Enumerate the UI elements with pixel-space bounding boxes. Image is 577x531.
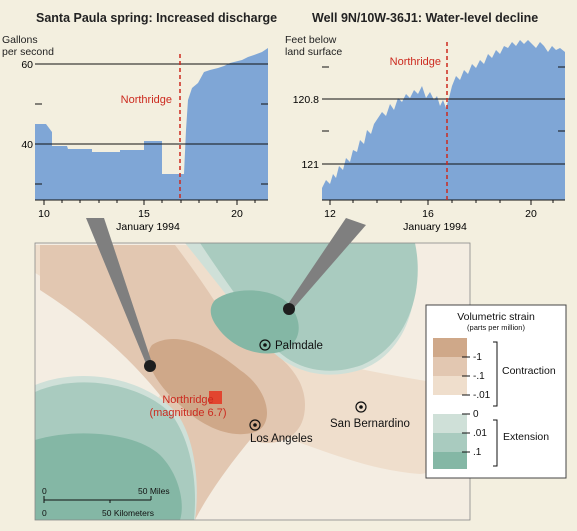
legend-swatch-contraction-2 (433, 357, 467, 376)
right-chart-area (322, 40, 565, 200)
city-marker-icon (249, 419, 261, 431)
callout-wedge-left (86, 218, 153, 366)
scale-km-zero: 0 (42, 508, 47, 518)
legend-swatch-contraction-3 (433, 376, 467, 395)
extension-zone-core-north (210, 290, 299, 354)
legend-contraction-label: Contraction (502, 365, 556, 377)
left-chart-area (35, 48, 268, 200)
legend-value-minus-1: -1 (473, 352, 482, 363)
santa-paula-station-dot (144, 360, 156, 372)
right-chart-y-unit-line2: land surface (285, 46, 342, 58)
legend-value-zero: 0 (473, 409, 479, 420)
scale-km-label: 50 Kilometers (102, 508, 154, 518)
extension-zone-mid-north (200, 243, 418, 371)
right-x-tick-16: 16 (422, 208, 434, 220)
left-x-tick-15: 15 (138, 208, 150, 220)
city-marker-dot (253, 423, 257, 427)
legend-contraction-bracket (493, 341, 498, 407)
right-y-tick-120-8: 120.8 (293, 94, 319, 106)
left-chart: Santa Paula spring: Increased discharge … (2, 11, 277, 233)
legend-subtitle: (parts per million) (467, 323, 525, 332)
city-palmdale: Palmdale (259, 339, 323, 352)
left-y-tick-60: 60 (21, 59, 33, 71)
right-x-tick-20: 20 (525, 208, 537, 220)
left-chart-y-unit-line2: per second (2, 46, 54, 58)
legend-swatch-extension-2 (433, 433, 467, 452)
contraction-zone-core (148, 339, 267, 435)
epicenter-label-line2: (magnitude 6.7) (149, 407, 226, 419)
right-chart-y-unit-line1: Feet below (285, 34, 337, 46)
city-marker-icon (259, 339, 271, 351)
strain-map: Northridge (magnitude 6.7) Palmdale Los … (34, 218, 471, 521)
scale-miles-label: 50 Miles (138, 486, 170, 496)
city-marker-dot (359, 405, 363, 409)
legend-swatch-extension-3 (433, 452, 467, 469)
legend-swatch-extension-1 (433, 414, 467, 433)
extension-zone-core-south (35, 433, 182, 520)
legend-title: Volumetric strain (457, 311, 535, 323)
legend-value-0-1: .1 (473, 447, 482, 458)
left-chart-y-unit-line1: Gallons (2, 34, 38, 46)
legend-extension-label: Extension (503, 431, 549, 443)
scale-miles-zero: 0 (42, 486, 47, 496)
right-y-tick-121: 121 (301, 159, 319, 171)
right-chart: Well 9N/10W-36J1: Water-level decline Fe… (285, 11, 565, 233)
left-x-ticks (43, 200, 256, 205)
epicenter-label-line1: Northridge (162, 394, 213, 406)
legend-value-0-01: .01 (473, 428, 487, 439)
well-station-dot (283, 303, 295, 315)
left-x-tick-20: 20 (231, 208, 243, 220)
legend: Volumetric strain (parts per million) -1… (425, 304, 567, 479)
legend-value-minus-0-01: -.01 (473, 390, 491, 401)
legend-ticks (462, 356, 470, 453)
right-x-axis-label: January 1994 (403, 221, 467, 233)
right-x-tick-12: 12 (324, 208, 336, 220)
city-marker-icon (355, 401, 367, 413)
left-chart-title: Santa Paula spring: Increased discharge (36, 11, 277, 25)
epicenter-marker (209, 391, 222, 404)
city-los-angeles: Los Angeles (249, 419, 313, 445)
legend-value-minus-0-1: -.1 (473, 371, 485, 382)
left-x-tick-10: 10 (38, 208, 50, 220)
legend-extension-bracket (493, 419, 498, 467)
right-chart-title: Well 9N/10W-36J1: Water-level decline (312, 11, 538, 25)
left-y-tick-40: 40 (21, 139, 33, 151)
city-marker-dot (263, 343, 267, 347)
legend-swatch-contraction-1 (433, 338, 467, 357)
left-x-axis-label: January 1994 (116, 221, 180, 233)
scale-bar: 0 50 Miles 0 50 Kilometers (42, 486, 170, 518)
right-northridge-label: Northridge (390, 56, 441, 68)
city-label-san-bernardino: San Bernardino (330, 418, 410, 430)
right-x-ticks (329, 200, 554, 205)
city-label-palmdale: Palmdale (275, 340, 323, 352)
left-northridge-label: Northridge (121, 94, 172, 106)
city-label-los-angeles: Los Angeles (250, 433, 313, 445)
city-san-bernardino: San Bernardino (330, 401, 410, 430)
callout-wedge-right (286, 218, 366, 310)
